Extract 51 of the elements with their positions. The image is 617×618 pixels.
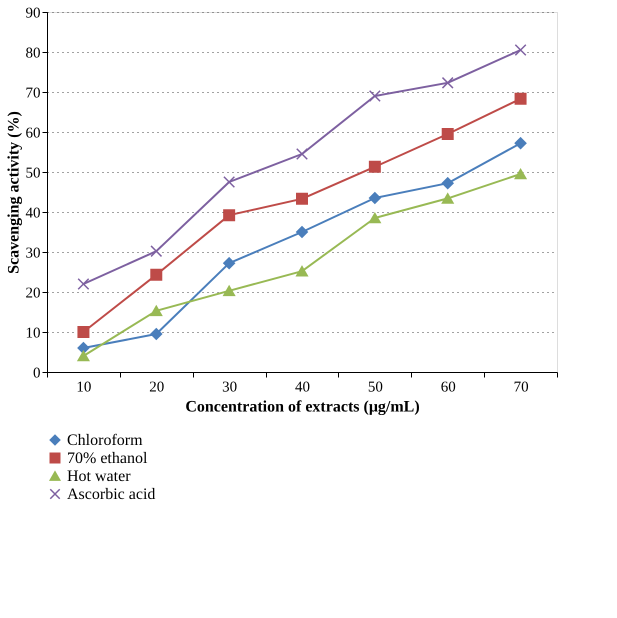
point [514, 137, 527, 150]
x-tick-label: 10 [76, 380, 92, 396]
point [514, 92, 527, 105]
legend-label: Hot water [67, 468, 132, 485]
legend-label: 70% ethanol [67, 450, 148, 467]
legend-label: Chloroform [67, 432, 144, 449]
x-axis-title: Concentration of extracts (μg/mL) [185, 398, 420, 416]
point [223, 257, 236, 270]
y-tick-label: 0 [33, 366, 40, 382]
point [442, 128, 454, 140]
y-tick-label: 60 [26, 126, 40, 142]
point [442, 177, 454, 190]
legend-label: Ascorbic acid [67, 486, 156, 503]
point [150, 306, 162, 316]
x-tick-label: 50 [368, 380, 383, 396]
point [223, 209, 236, 222]
x-tick-label: 20 [149, 380, 164, 396]
point [368, 192, 381, 204]
point [368, 212, 381, 224]
point [77, 326, 90, 338]
point [442, 76, 454, 89]
point [368, 160, 381, 173]
point [150, 328, 162, 340]
point [368, 90, 381, 102]
y-tick-label: 50 [26, 166, 40, 182]
point [296, 148, 308, 160]
point [77, 350, 90, 362]
y-tick-label: 40 [26, 206, 40, 222]
x-tick-label: 30 [222, 380, 238, 396]
point [514, 44, 527, 56]
y-tick-label: 30 [26, 246, 40, 262]
point [77, 342, 90, 354]
point [223, 176, 236, 188]
y-axis-title: Scavenging activity (%) [6, 111, 22, 274]
x-tick-label: 70 [514, 380, 529, 396]
point [150, 268, 162, 281]
x-tick-label: 40 [295, 380, 310, 396]
y-tick-label: 90 [26, 6, 40, 22]
point [514, 168, 527, 180]
point [296, 192, 308, 205]
y-tick-label: 10 [26, 326, 40, 342]
x-tick-label: 60 [440, 380, 456, 396]
point [150, 245, 162, 258]
y-tick-label: 70 [26, 86, 40, 102]
point [77, 278, 90, 290]
y-tick-label: 80 [26, 46, 40, 62]
point [442, 193, 454, 204]
point [296, 226, 308, 238]
point [296, 266, 308, 276]
y-tick-label: 20 [26, 286, 40, 302]
point [223, 286, 236, 296]
